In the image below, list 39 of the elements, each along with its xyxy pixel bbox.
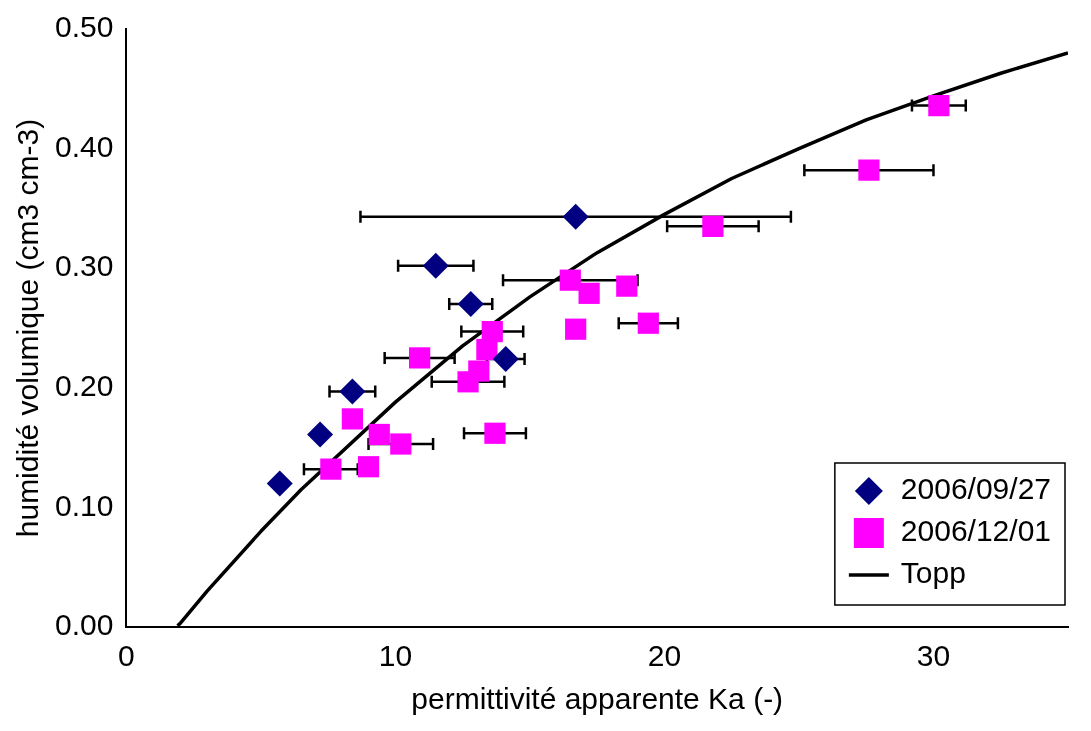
y-tick-label: 0.50 — [55, 10, 114, 44]
point — [616, 275, 638, 297]
point — [339, 378, 366, 405]
y-tick-label: 0.40 — [55, 129, 114, 163]
point — [390, 433, 412, 455]
point — [468, 360, 490, 382]
x-tick-label: 0 — [118, 639, 135, 673]
point — [559, 269, 581, 291]
point — [928, 94, 950, 117]
point — [422, 252, 449, 279]
point — [637, 312, 659, 334]
x-tick-label: 10 — [378, 639, 413, 673]
y-axis-title: humidité volumique (cm3 cm-3) — [11, 118, 45, 538]
legend-label: 2006/09/27 — [900, 472, 1052, 506]
point — [562, 203, 589, 230]
legend-label: Topp — [900, 556, 966, 590]
x-tick-label: 20 — [647, 639, 682, 673]
point — [368, 423, 390, 446]
point — [565, 318, 587, 340]
point — [457, 291, 484, 318]
legend-label: 2006/12/01 — [900, 514, 1052, 548]
point — [858, 159, 880, 181]
x-axis-title: permittivité apparente Ka (-) — [411, 682, 784, 716]
x-tick-label: 30 — [916, 639, 951, 673]
point — [492, 346, 519, 373]
point — [266, 470, 293, 497]
point — [357, 456, 380, 478]
point — [578, 282, 600, 304]
point — [409, 347, 431, 369]
point — [307, 421, 334, 448]
point — [320, 458, 342, 480]
point — [484, 422, 506, 444]
y-tick-label: 0.00 — [55, 608, 114, 642]
point — [481, 320, 503, 343]
y-tick-label: 0.10 — [55, 488, 114, 522]
y-tick-label: 0.30 — [55, 249, 114, 283]
y-tick-label: 0.20 — [55, 369, 114, 403]
point — [341, 408, 363, 430]
point — [702, 215, 724, 237]
